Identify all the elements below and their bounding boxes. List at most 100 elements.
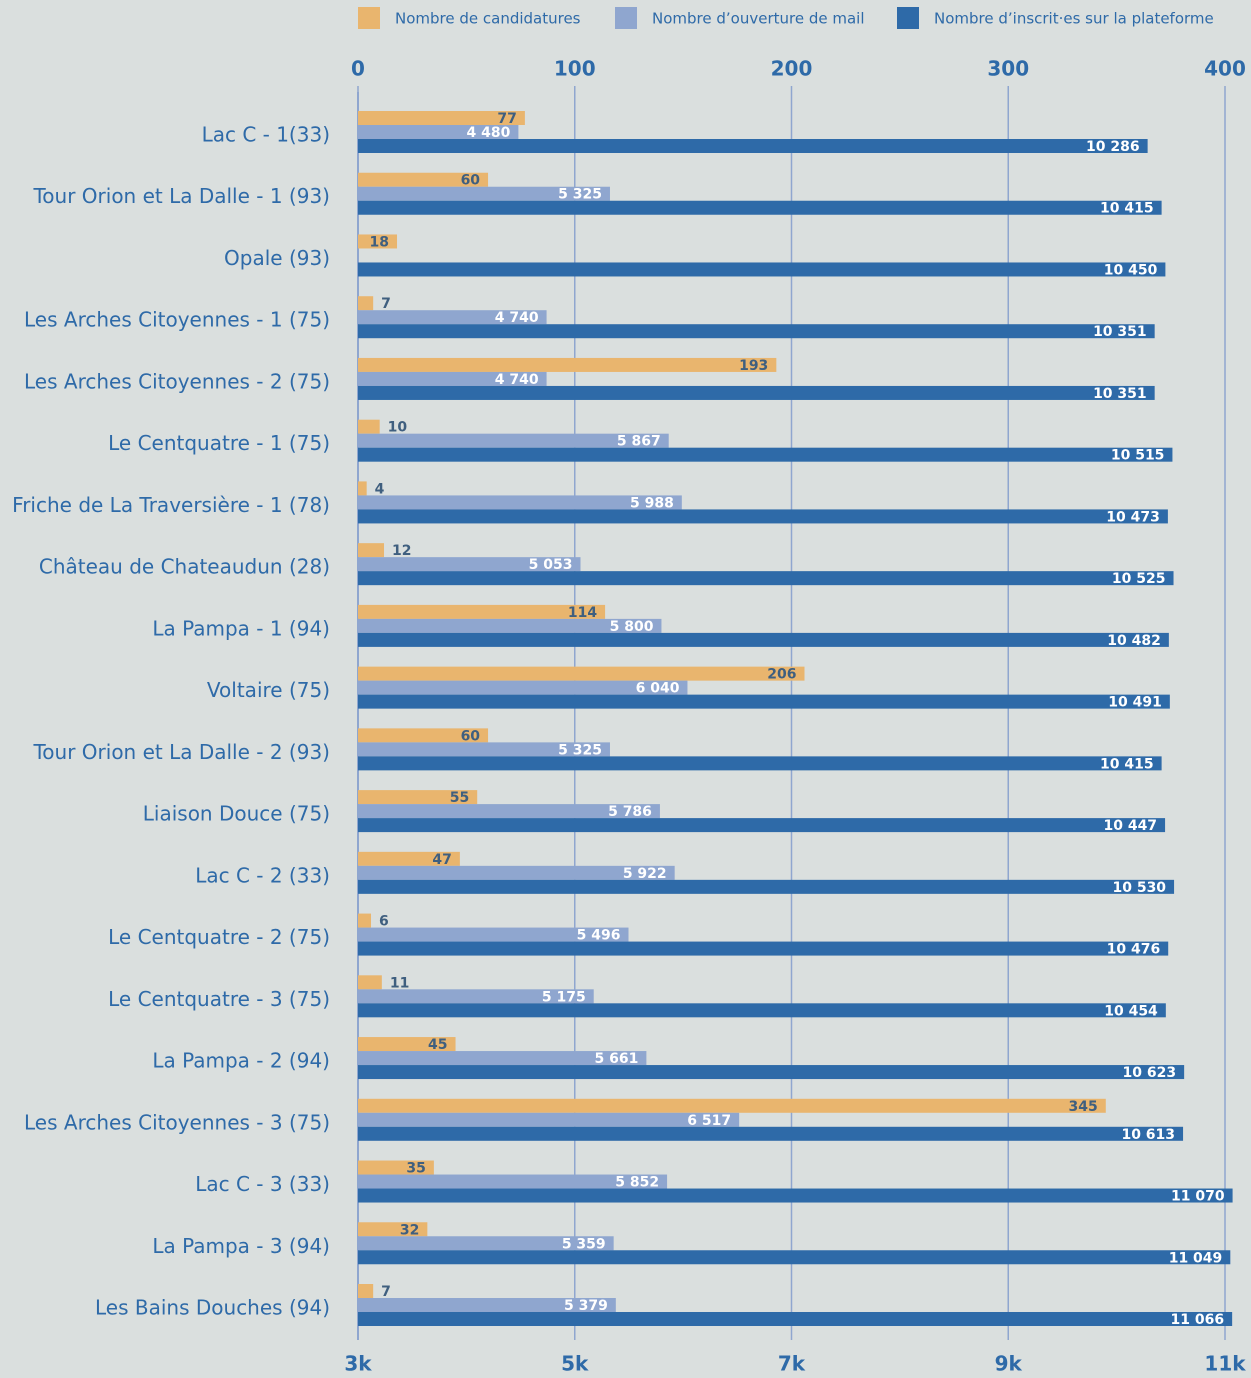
bar: [358, 310, 547, 325]
value-label: 114: [568, 605, 597, 621]
value-label: 10 613: [1121, 1127, 1175, 1143]
x-tick-label: 11k: [1204, 1352, 1246, 1376]
value-label: 5 922: [623, 866, 667, 882]
bar: [358, 941, 1169, 956]
value-label: 10 351: [1093, 324, 1147, 340]
value-label: 10 525: [1112, 571, 1166, 587]
bar: [358, 1250, 1231, 1265]
category-label: Le Centquatre - 2 (75): [108, 925, 330, 949]
bar: [358, 913, 372, 928]
value-label: 5 786: [608, 804, 652, 820]
bar: [358, 1236, 614, 1251]
bar: [358, 495, 682, 510]
value-label: 47: [432, 852, 451, 868]
value-label: 10 286: [1086, 139, 1140, 155]
bar: [358, 433, 669, 448]
category-label: Les Arches Citoyennes - 1 (75): [24, 308, 330, 332]
value-label: 6: [379, 914, 389, 930]
value-label: 10 482: [1107, 633, 1161, 649]
value-label: 5 325: [558, 742, 602, 758]
bar: [358, 296, 374, 311]
x-tick-label: 9k: [995, 1352, 1023, 1376]
value-label: 5 053: [529, 557, 573, 573]
bar: [358, 324, 1155, 339]
bar: [358, 680, 688, 695]
value-label: 5 359: [562, 1236, 606, 1252]
category-label: Liaison Douce (75): [143, 802, 330, 826]
value-label: 10 623: [1123, 1065, 1177, 1081]
bar: [358, 509, 1168, 524]
bar: [358, 125, 519, 139]
value-label: 4 740: [495, 310, 539, 326]
legend-swatch: [615, 7, 637, 29]
bar: [358, 447, 1173, 462]
bar: [358, 1112, 740, 1127]
value-label: 4 480: [467, 125, 511, 141]
value-label: 12: [392, 543, 411, 559]
value-label: 10 476: [1107, 942, 1161, 958]
value-label: 10 351: [1093, 386, 1147, 402]
x-tick-label: 5k: [561, 1352, 589, 1376]
value-label: 10 491: [1108, 695, 1162, 711]
bar: [358, 1298, 616, 1312]
value-label: 60: [461, 728, 481, 744]
value-label: 10 515: [1111, 448, 1165, 464]
bar: [358, 756, 1162, 771]
bar: [358, 1126, 1184, 1141]
value-label: 32: [400, 1222, 419, 1238]
category-label: Les Bains Douches (94): [95, 1296, 330, 1320]
value-label: 10 415: [1100, 756, 1154, 772]
bar: [358, 818, 1166, 833]
bar: [358, 111, 525, 125]
bar: [358, 804, 660, 819]
bar: [358, 571, 1174, 586]
value-label: 4 740: [495, 372, 539, 388]
bar: [358, 200, 1162, 215]
bar: [358, 172, 489, 187]
category-label: Château de Chateaudun (28): [39, 555, 330, 579]
value-label: 11 049: [1169, 1250, 1223, 1266]
x2-tick-label: 200: [771, 57, 813, 81]
value-label: 7: [381, 296, 391, 312]
bar: [358, 371, 547, 386]
bar: [358, 604, 606, 619]
bar: [358, 234, 398, 249]
bar: [358, 618, 662, 633]
value-label: 10: [388, 420, 408, 436]
bar: [358, 543, 385, 558]
value-label: 10 415: [1100, 201, 1154, 217]
bar: [358, 1160, 434, 1175]
value-label: 6 040: [636, 681, 680, 697]
bar: [358, 419, 380, 434]
category-label: Tour Orion et La Dalle - 2 (93): [32, 740, 330, 764]
value-label: 11 066: [1171, 1312, 1225, 1328]
legend-label: Nombre de candidatures: [395, 10, 581, 28]
bar: [358, 186, 610, 201]
value-label: 4: [375, 481, 385, 497]
value-label: 7: [381, 1284, 391, 1300]
value-label: 5 661: [595, 1051, 639, 1067]
x2-tick-label: 100: [554, 57, 596, 81]
category-label: Tour Orion et La Dalle - 1 (93): [32, 184, 330, 208]
value-label: 11: [390, 975, 409, 991]
category-label: Lac C - 2 (33): [195, 863, 330, 887]
bar: [358, 632, 1169, 647]
bar: [358, 851, 460, 866]
bar: [358, 139, 1148, 153]
value-label: 10 530: [1112, 880, 1166, 896]
value-label: 77: [497, 111, 516, 127]
value-label: 206: [767, 667, 796, 683]
value-label: 193: [739, 358, 768, 374]
x-tick-label: 3k: [344, 1352, 372, 1376]
bar: [358, 790, 478, 805]
category-label: Lac C - 1(33): [202, 123, 330, 147]
bar: [358, 694, 1170, 709]
bar: [358, 728, 489, 743]
bar: [358, 1222, 428, 1237]
bar: [358, 865, 675, 880]
value-label: 10 454: [1104, 1003, 1158, 1019]
legend-swatch: [358, 7, 380, 29]
value-label: 6 517: [687, 1113, 731, 1129]
category-label: Opale (93): [224, 246, 330, 270]
legend-swatch: [897, 7, 919, 29]
